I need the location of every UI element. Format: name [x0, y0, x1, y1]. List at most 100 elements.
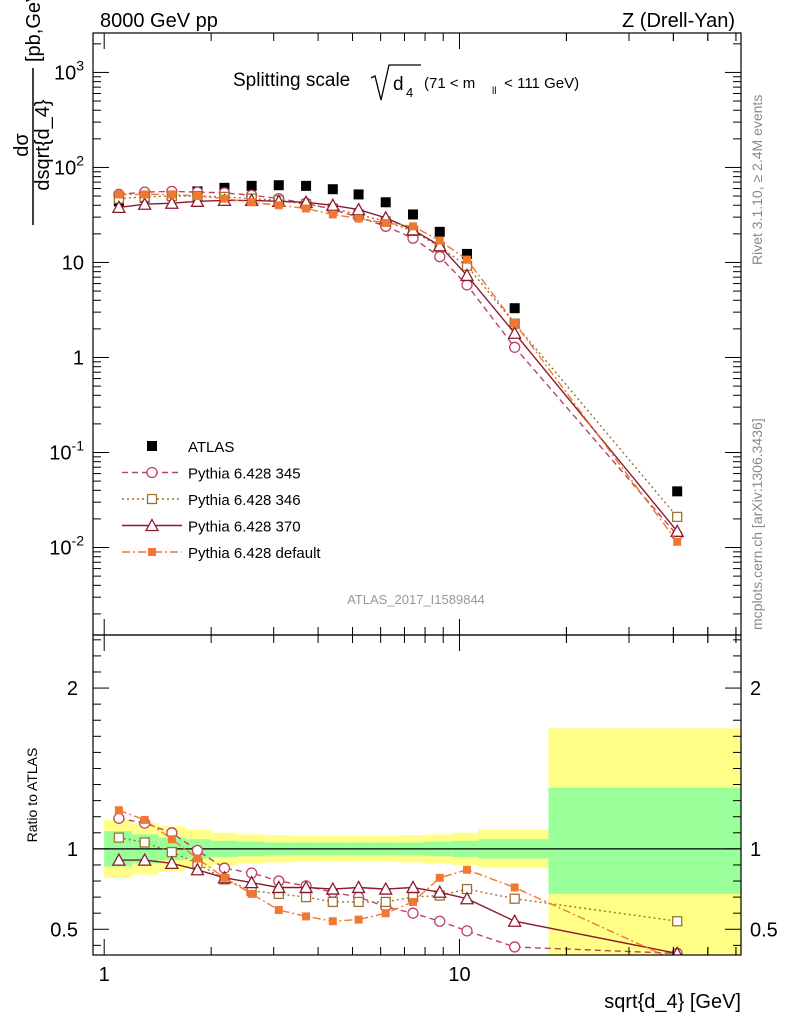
ratio-y-tick-label-right: 1	[750, 839, 761, 861]
ratio-point	[407, 907, 419, 919]
ratio-point	[137, 852, 152, 866]
ratio-point	[325, 881, 340, 895]
ratio-point	[354, 915, 363, 924]
data-point	[301, 180, 312, 191]
ylabel-numerator: dσ	[11, 133, 33, 157]
ratio-point	[378, 881, 393, 895]
ratio-bands	[104, 728, 741, 955]
data-point	[302, 204, 311, 213]
ratio-point	[193, 854, 202, 863]
y-axis-label: dσ dsqrt{d_4} [pb,GeV-1]	[11, 0, 54, 225]
ratio-point	[459, 891, 475, 905]
data-point	[325, 197, 340, 211]
data-point	[509, 303, 520, 314]
legend-marker	[147, 441, 157, 451]
ratio-point	[247, 889, 256, 898]
ratio-point	[510, 883, 519, 892]
data-point	[463, 255, 472, 264]
data-point	[190, 193, 205, 207]
title-cut-close: < 111 GeV)	[500, 75, 579, 92]
ratio-point	[435, 873, 444, 882]
series-3	[111, 193, 685, 537]
ratio-point	[434, 915, 446, 927]
data-point	[353, 189, 364, 200]
data-point	[432, 238, 447, 252]
ratio-point	[166, 846, 177, 858]
ratio-point	[409, 897, 418, 906]
y-tick-label-exp: 3	[76, 57, 84, 73]
data-point	[380, 197, 391, 208]
y-tick-label: 10-1	[49, 437, 84, 464]
ratio-y-tick-label-left: 2	[67, 678, 78, 700]
sqrt-symbol	[370, 64, 421, 101]
side-label-bottom: mcplots.cern.ch [arXiv:1306.3436]	[749, 418, 765, 630]
title-var: d	[393, 74, 404, 95]
legend-marker	[144, 518, 160, 532]
title-sub: 4	[406, 85, 413, 100]
legend-label: Pythia 6.428 370	[188, 519, 301, 536]
ratio-point	[140, 815, 149, 824]
y-tick-label-base: 10	[62, 252, 84, 274]
ratio-point	[327, 896, 338, 908]
data-point	[672, 511, 683, 523]
data-point	[327, 184, 338, 195]
side-label-top: Rivet 3.1.10, ≥ 2.4M events	[749, 95, 765, 265]
data-point	[164, 195, 179, 209]
legend-label: ATLAS	[188, 439, 234, 456]
legend-item-3: Pythia 6.428 370	[122, 518, 301, 536]
x-tick-label: 10	[448, 964, 470, 986]
ratio-point	[509, 893, 520, 904]
ratio-point	[673, 957, 681, 965]
data-point	[111, 200, 126, 214]
data-point	[354, 214, 363, 223]
ratio-point	[111, 852, 126, 866]
legend-marker	[146, 493, 158, 505]
data-point	[247, 198, 256, 207]
ratio-point	[113, 832, 125, 843]
ratio-point	[405, 880, 421, 894]
y-tick-label: 102	[54, 152, 84, 179]
ratio-point	[432, 884, 447, 898]
data-point	[435, 236, 444, 245]
ratio-line	[118, 809, 665, 955]
ratio-point	[220, 873, 229, 882]
y-tick-label-base: 10	[49, 442, 71, 464]
ylabel-units: [pb,GeV-1]	[20, 0, 45, 62]
ratio-point	[298, 880, 314, 894]
data-point	[507, 325, 522, 339]
data-point	[673, 537, 682, 546]
y-tick-label: 10	[62, 252, 84, 274]
legend-marker	[146, 466, 158, 479]
data-point	[509, 341, 521, 353]
data-point	[434, 226, 445, 237]
ratio-point	[672, 946, 683, 955]
ratio-point	[300, 891, 312, 903]
series-line	[118, 193, 678, 543]
plot-title: Splitting scale d 4 (71 < m ll < 111 GeV…	[233, 64, 579, 101]
ratio-point	[164, 855, 179, 869]
y-tick-label: 103	[54, 57, 84, 84]
y-tick-label: 1	[73, 347, 84, 369]
ratio-point	[271, 880, 286, 894]
x-axis-label: sqrt{d_4} [GeV]	[604, 991, 741, 1013]
data-point	[328, 210, 337, 219]
data-point	[510, 319, 519, 328]
ratio-point	[274, 905, 283, 914]
data-point	[273, 180, 284, 191]
y-tick-label-exp: -1	[72, 437, 85, 453]
legend-label: Pythia 6.428 default	[188, 545, 321, 562]
ratio-line	[118, 817, 678, 955]
legend: ATLAS Pythia 6.428 345 Pythia 6.428 346 Pyt…	[122, 439, 321, 562]
data-point	[167, 190, 176, 199]
ratio-point	[463, 865, 472, 874]
ratio-point	[380, 896, 391, 908]
ratio-point	[191, 844, 204, 857]
ratio-y-label: Ratio to ATLAS	[24, 748, 40, 843]
legend-item-1: Pythia 6.428 345	[122, 466, 301, 483]
ratio-y-tick-label-right: 2	[750, 678, 761, 700]
series-line	[118, 190, 678, 536]
y-tick-label-base: 1	[73, 347, 84, 369]
